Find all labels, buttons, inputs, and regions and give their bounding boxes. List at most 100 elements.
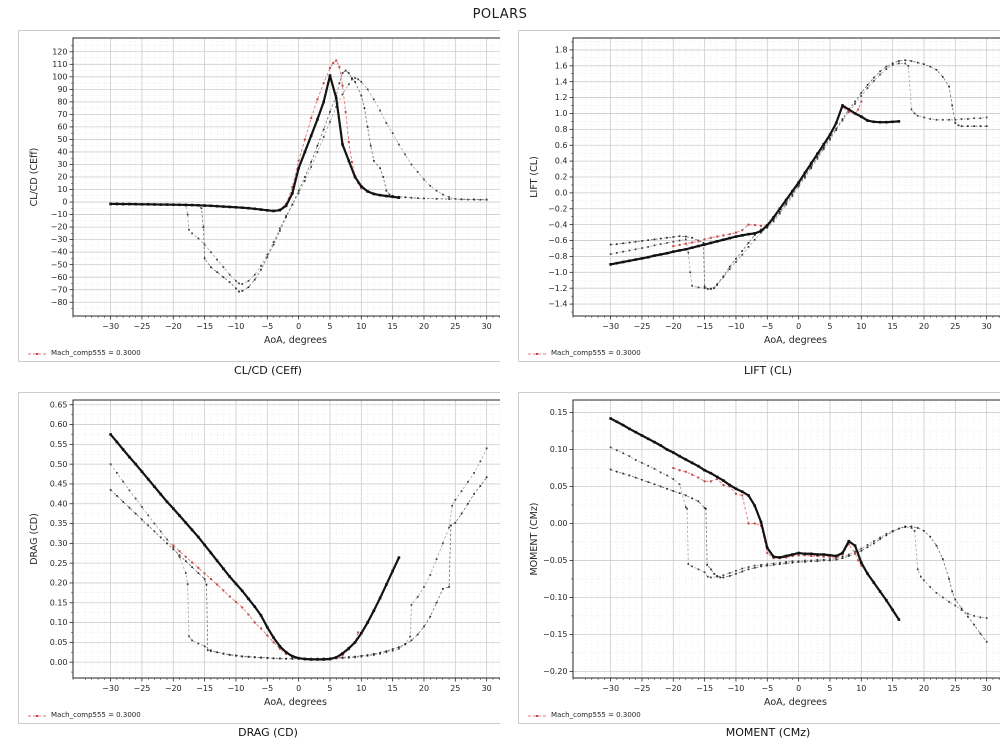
series-line-1-plot3 xyxy=(673,467,862,566)
svg-text:10: 10 xyxy=(57,185,67,194)
svg-text:0.2: 0.2 xyxy=(555,173,568,182)
svg-text:15: 15 xyxy=(888,684,898,693)
tick-marks xyxy=(569,41,1000,320)
subplot-title-clcd: CL/CD (CEff) xyxy=(234,364,302,377)
svg-text:25: 25 xyxy=(450,322,460,331)
svg-text:−1.0: −1.0 xyxy=(548,268,567,277)
svg-text:1.2: 1.2 xyxy=(555,93,568,102)
svg-text:−10: −10 xyxy=(228,684,245,693)
svg-text:0.65: 0.65 xyxy=(50,400,68,409)
svg-text:0.40: 0.40 xyxy=(50,499,68,508)
tick-labels: −30 −25 −20 −15 −10 −5 0 5 10 15 20 25 30 0.00 0.05 0.1… xyxy=(50,400,492,693)
svg-text:1.8: 1.8 xyxy=(555,46,568,55)
svg-text:−25: −25 xyxy=(633,684,650,693)
svg-text:−15: −15 xyxy=(196,684,213,693)
legend-line-sample: −30 −25 −20 −15 −10 −5 0 5 10 15 20 25 30 0.00 0.05 0.1… xyxy=(27,396,500,710)
legend-line-sample xyxy=(528,352,546,355)
subplot-drag: −30 −25 −20 −15 −10 −5 0 5 10 15 20 25 30 0.00 0.05 0.1… xyxy=(0,388,500,750)
svg-text:30: 30 xyxy=(482,322,492,331)
svg-text:15: 15 xyxy=(388,322,398,331)
svg-text:0: 0 xyxy=(62,198,67,207)
svg-text:0.00: 0.00 xyxy=(50,658,68,667)
svg-text:1.4: 1.4 xyxy=(555,77,568,86)
svg-text:−20: −20 xyxy=(165,322,182,331)
x-axis-label: AoA, degrees xyxy=(264,335,327,346)
tick-labels: −30 −25 −20 −15 −10 −5 0 5 10 15 20 25 30 −1.4 −1.2 −1.… xyxy=(548,46,992,331)
svg-text:25: 25 xyxy=(450,684,460,693)
svg-text:0.4: 0.4 xyxy=(555,157,568,166)
svg-text:−15: −15 xyxy=(196,322,213,331)
svg-text:1.6: 1.6 xyxy=(555,61,568,70)
series-markers-0-plot0 xyxy=(109,74,401,213)
svg-text:−0.15: −0.15 xyxy=(543,630,568,639)
svg-text:120: 120 xyxy=(52,47,67,56)
series-line-3-plot1 xyxy=(610,59,987,290)
axes-frame xyxy=(72,399,500,679)
series-markers-0-plot1 xyxy=(609,104,901,266)
svg-text:−0.05: −0.05 xyxy=(543,556,568,565)
legend-item-0-plot1: −30 −25 −20 −15 −10 −5 0 5 10 15 20 25 30 −1.4 −1.2 −1.… xyxy=(527,34,1000,348)
y-axis-label: DRAG (CD) xyxy=(29,513,40,565)
svg-text:20: 20 xyxy=(57,173,67,182)
legend-item-0-plot2: −30 −25 −20 −15 −10 −5 0 5 10 15 20 25 30 0.00 0.05 0.1… xyxy=(27,396,500,710)
svg-text:30: 30 xyxy=(982,322,992,331)
svg-text:110: 110 xyxy=(52,60,67,69)
minor-grid xyxy=(572,400,1000,678)
svg-text:−0.10: −0.10 xyxy=(543,593,568,602)
svg-text:90: 90 xyxy=(57,85,67,94)
svg-text:0.0: 0.0 xyxy=(555,188,568,197)
major-grid xyxy=(73,400,500,678)
legend-line-sample: −30 −25 −20 −15 −10 −5 0 5 10 15 20 25 30−80−70−60−5… xyxy=(27,34,500,348)
svg-text:0.15: 0.15 xyxy=(50,598,68,607)
svg-text:50: 50 xyxy=(57,135,67,144)
subplot-title-drag: DRAG (CD) xyxy=(238,726,298,739)
svg-text:10: 10 xyxy=(356,684,366,693)
subplot-clcd: −30 −25 −20 −15 −10 −5 0 5 10 15 20 25 30 −80 −70 −60 −5… xyxy=(0,26,500,388)
svg-text:0.35: 0.35 xyxy=(50,519,68,528)
legend-label: Mach_comp555 = 0.3000 xyxy=(551,349,641,357)
subplot-lift: −30 −25 −20 −15 −10 −5 0 5 10 15 20 25 30 −1.4 −1.2 −1.… xyxy=(500,26,1000,388)
svg-text:0.15: 0.15 xyxy=(550,408,568,417)
minor-grid xyxy=(72,400,500,678)
svg-text:−5: −5 xyxy=(261,684,273,693)
x-axis-label: AoA, degrees xyxy=(764,697,827,708)
svg-text:−1.4: −1.4 xyxy=(548,300,567,309)
svg-text:−30: −30 xyxy=(51,235,68,244)
svg-text:−15: −15 xyxy=(696,684,713,693)
legend-box-lift: −30 −25 −20 −15 −10 −5 0 5 10 15 20 25 30 −1.4 −1.2 −1.… xyxy=(518,30,1000,362)
lift-plot xyxy=(500,379,800,388)
svg-text:−0.6: −0.6 xyxy=(548,236,567,245)
y-axis-label: LIFT (CL) xyxy=(529,156,540,198)
svg-text:−40: −40 xyxy=(51,248,68,257)
svg-text:20: 20 xyxy=(419,684,429,693)
series-markers-3-plot3 xyxy=(609,468,988,643)
subplot-moment: −30 −25 −20 −15 −10 −5 0 5 10 15 20 25 30 −0.20 −0.15 −… xyxy=(500,388,1000,750)
series-markers-2-plot1 xyxy=(609,62,988,290)
legend-label: Mach_comp555 = 0.3000 xyxy=(51,711,141,719)
major-grid xyxy=(73,38,500,316)
svg-text:−20: −20 xyxy=(665,322,682,331)
svg-text:0.55: 0.55 xyxy=(50,440,68,449)
series-line-2-plot1 xyxy=(610,63,987,290)
svg-text:0.8: 0.8 xyxy=(555,125,568,134)
legend-label: Mach_comp555 = 0.3000 xyxy=(551,711,641,719)
svg-text:80: 80 xyxy=(57,97,67,106)
minor-grid xyxy=(572,38,1000,316)
svg-text:−30: −30 xyxy=(102,322,119,331)
svg-text:−30: −30 xyxy=(602,322,619,331)
figure-title: POLARS xyxy=(472,7,528,22)
svg-text:0.45: 0.45 xyxy=(50,480,68,489)
tick-marks xyxy=(569,412,1000,682)
svg-text:5: 5 xyxy=(327,322,332,331)
svg-text:20: 20 xyxy=(419,322,429,331)
svg-text:0.05: 0.05 xyxy=(550,482,568,491)
x-axis-label: AoA, degrees xyxy=(764,335,827,346)
svg-text:20: 20 xyxy=(919,322,929,331)
tick-labels: −30 −25 −20 −15 −10 −5 0 5 10 15 20 25 30−80−70−60−5… xyxy=(51,47,492,331)
legend-item-1-plot1: Mach_comp555 = 0.3000 xyxy=(527,349,1000,358)
svg-text:−20: −20 xyxy=(165,684,182,693)
series-line-3-plot2 xyxy=(110,476,487,659)
svg-text:−25: −25 xyxy=(133,684,150,693)
svg-text:−5: −5 xyxy=(261,322,273,331)
svg-text:0: 0 xyxy=(796,322,801,331)
